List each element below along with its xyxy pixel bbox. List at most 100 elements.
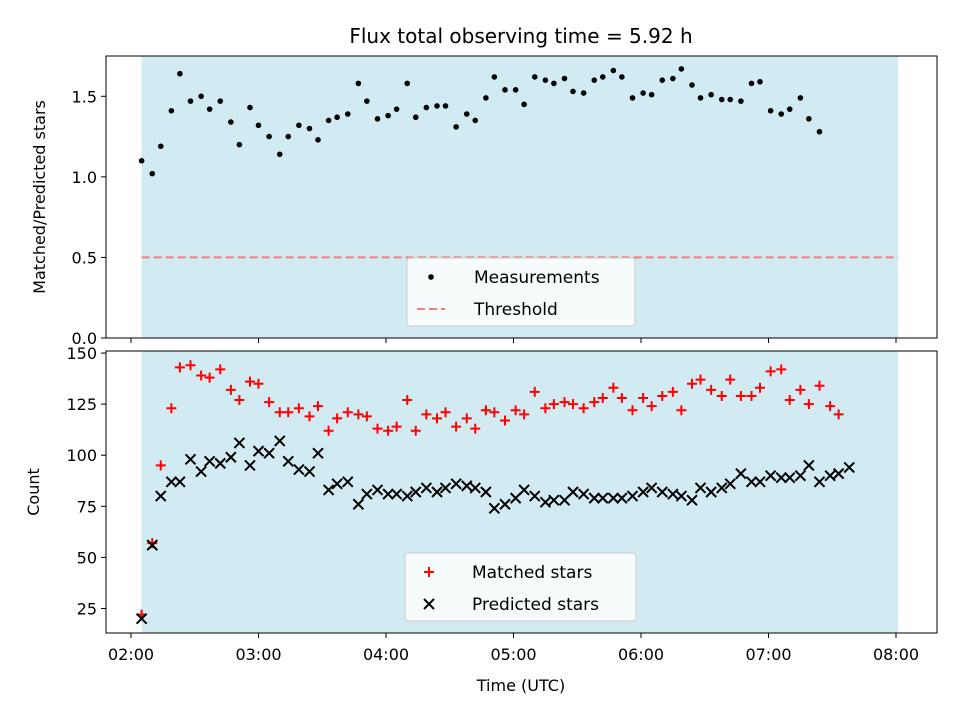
matched-stars-point [155, 460, 166, 471]
measurement-point [266, 133, 272, 140]
matched-stars-point [638, 393, 649, 403]
measurement-point [187, 98, 194, 104]
x-tick-label: 02:00 [108, 645, 154, 664]
predicted-stars-point [667, 488, 679, 500]
predicted-stars-point [401, 490, 413, 502]
matched-stars-point [274, 407, 285, 418]
predicted-stars-point [203, 455, 216, 468]
predicted-stars-point [382, 488, 394, 500]
matched-stars-point [402, 395, 413, 406]
predicted-stars-point [529, 490, 541, 502]
predicted-stars-point [233, 437, 246, 449]
matched-stars-point [391, 421, 402, 432]
measurement-point [138, 157, 145, 164]
measurement-point [816, 128, 823, 135]
legend-swatch-measurements [428, 274, 434, 280]
measurement-point [404, 80, 411, 87]
measurement-point [453, 124, 459, 130]
y-tick-label: 50 [77, 548, 97, 567]
measurement-point [580, 90, 587, 96]
predicted-stars-point [518, 484, 530, 496]
measurement-point [157, 143, 164, 150]
matched-stars-point [765, 366, 776, 377]
measurement-point [393, 106, 400, 112]
predicted-stars-point [214, 457, 226, 470]
legend-label: Measurements [474, 268, 600, 288]
measurement-point [757, 78, 763, 85]
matched-stars-point [342, 407, 353, 418]
predicted-stars-point [539, 496, 552, 508]
predicted-stars-point [558, 494, 571, 506]
matched-stars-point [716, 390, 727, 401]
matched-stars-point [283, 407, 294, 418]
measurement-point [255, 122, 262, 129]
matched-stars-point [361, 411, 372, 422]
predicted-stars-point [174, 476, 186, 488]
measurement-point [806, 116, 812, 122]
predicted-stars-point [675, 490, 688, 502]
matched-stars-point [410, 425, 421, 436]
predicted-stars-point [588, 492, 600, 504]
matched-stars-point [646, 401, 657, 412]
legend-swatch-predicted-stars [423, 598, 435, 610]
matched-stars-point [578, 403, 589, 414]
matched-stars-point [755, 382, 765, 393]
matched-stars-point [225, 384, 236, 395]
matched-stars-point [825, 401, 836, 412]
legend-label: Matched stars [472, 563, 592, 583]
y-tick-label: 0.5 [72, 248, 97, 267]
matched-stars-point [667, 386, 678, 397]
matched-stars-point [784, 395, 795, 406]
matched-stars-point [421, 409, 432, 420]
x-tick-label: 06:00 [618, 645, 664, 664]
matched-stars-point [616, 393, 627, 403]
matched-stars-point [253, 378, 264, 389]
matched-stars-point [353, 409, 364, 420]
predicted-stars-point [361, 488, 373, 500]
measurement-point [306, 125, 313, 132]
matched-stars-point [480, 405, 491, 416]
measurement-point [591, 77, 598, 83]
predicted-stars-point [420, 482, 433, 494]
predicted-stars-point [488, 502, 501, 515]
predicted-stars-point [371, 484, 384, 496]
predicted-stars-point [263, 447, 275, 459]
measurement-point [206, 106, 213, 112]
measurement-point [434, 103, 440, 109]
predicted-stars-point [567, 486, 579, 498]
measurement-point [561, 75, 568, 82]
measurement-point [512, 87, 519, 93]
y-tick-label: 75 [77, 497, 97, 516]
legend-swatch-matched-stars [424, 567, 434, 577]
matched-stars-point [687, 378, 697, 389]
matched-stars-point [589, 397, 600, 408]
measurement-point [385, 112, 391, 119]
measurement-point [797, 95, 804, 101]
matched-stars-point [676, 405, 687, 416]
matched-stars-point [293, 403, 304, 414]
matched-stars-point [568, 399, 578, 410]
measurement-point [551, 80, 557, 87]
matched-stars-point [245, 376, 255, 387]
matched-stars-point [451, 421, 462, 432]
predicted-stars-point [439, 482, 452, 494]
predicted-stars-point [824, 469, 836, 482]
measurement-point [217, 98, 224, 104]
measurement-point [727, 96, 734, 103]
y-tick-label: 1.0 [72, 168, 97, 187]
matched-stars-point [196, 370, 207, 381]
measurement-point [149, 170, 156, 177]
matched-stars-point [706, 384, 717, 395]
predicted-stars-point [607, 492, 620, 504]
predicted-stars-point [135, 612, 148, 625]
predicted-stars-point [803, 459, 815, 472]
matched-stars-point [500, 415, 510, 426]
y-tick-label: 0.0 [72, 329, 97, 348]
matched-stars-point [519, 409, 530, 420]
predicted-stars-point [303, 465, 316, 478]
measurement-point [678, 66, 685, 72]
matched-stars-point [332, 413, 343, 424]
measurement-point [659, 77, 666, 83]
predicted-stars-point [322, 484, 335, 496]
